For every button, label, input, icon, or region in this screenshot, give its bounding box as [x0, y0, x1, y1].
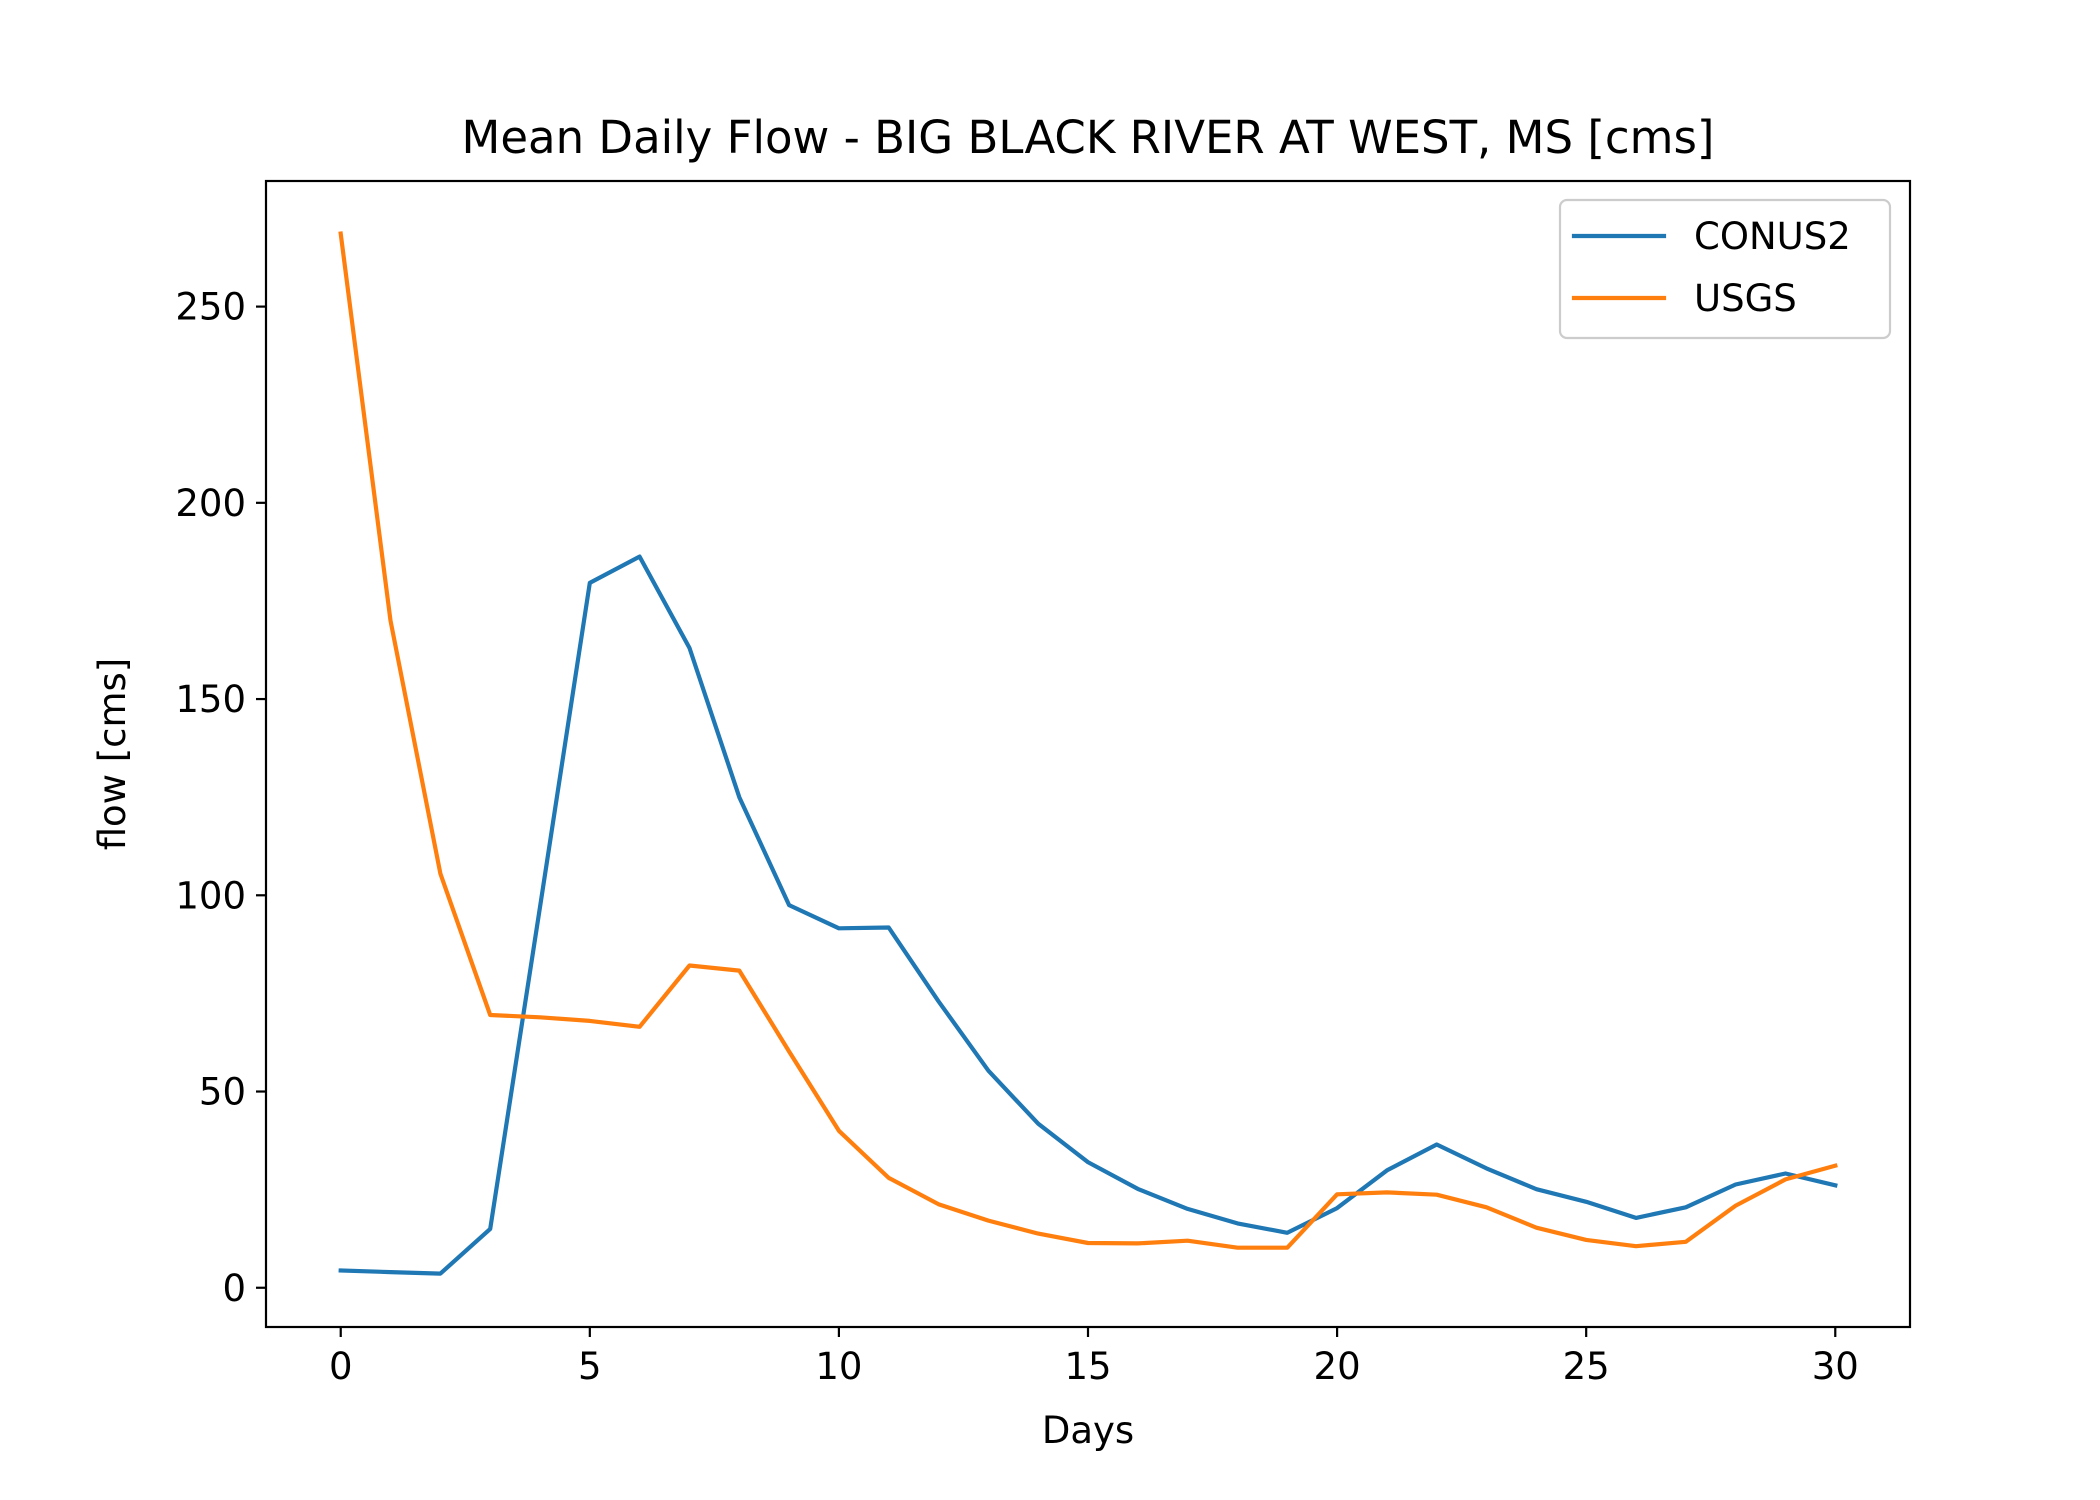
legend-label-usgs: USGS [1694, 277, 1797, 320]
x-axis-label: Days [1042, 1409, 1134, 1452]
y-tick-label: 250 [175, 286, 246, 329]
y-tick-label: 100 [175, 874, 246, 917]
legend-entries: CONUS2 USGS [1571, 215, 1851, 320]
x-tick-label: 30 [1812, 1345, 1859, 1388]
y-axis: 0 50 100 150 200 250 [175, 286, 266, 1310]
y-axis-label: flow [cms] [91, 658, 134, 851]
chart-title: Mean Daily Flow - BIG BLACK RIVER AT WES… [462, 111, 1715, 164]
x-tick-label: 10 [815, 1345, 862, 1388]
legend-label-conus2: CONUS2 [1694, 215, 1851, 258]
x-tick-label: 0 [329, 1345, 353, 1388]
legend: CONUS2 USGS [1558, 198, 1892, 340]
series-layer [338, 231, 1838, 1276]
y-tick-label: 200 [175, 482, 246, 525]
series-line-usgs [338, 231, 1838, 1250]
x-tick-label: 5 [578, 1345, 602, 1388]
y-tick-label: 50 [199, 1071, 246, 1114]
x-tick-label: 20 [1314, 1345, 1361, 1388]
y-tick-label: 0 [222, 1267, 246, 1310]
x-tick-label: 25 [1563, 1345, 1610, 1388]
x-tick-label: 15 [1064, 1345, 1111, 1388]
series-line-conus2 [338, 554, 1838, 1276]
y-tick-label: 150 [175, 678, 246, 721]
x-axis: 0 5 10 15 20 25 30 [329, 1327, 1859, 1388]
